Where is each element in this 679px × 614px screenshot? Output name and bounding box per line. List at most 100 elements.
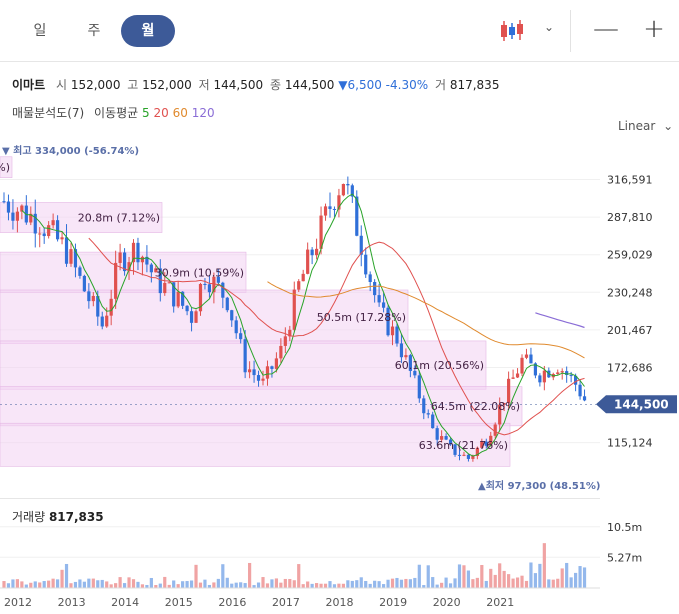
volume-bar <box>359 577 363 588</box>
candle-body <box>355 196 359 236</box>
volume-bar <box>346 580 350 588</box>
volume-bar <box>569 577 573 588</box>
candle-body <box>542 370 546 383</box>
candle-body <box>216 276 220 283</box>
volume-profile-label: 30.9m (10.59%) <box>155 266 244 279</box>
candle-body <box>2 201 6 203</box>
scale-selector[interactable]: Linear ⌄ <box>618 119 673 133</box>
volume-profile-label: 20.8m (7.12%) <box>78 212 160 225</box>
volume-bar <box>176 584 180 588</box>
candle-body <box>413 370 417 376</box>
volume-bar <box>457 564 462 588</box>
candle-body <box>319 215 323 249</box>
low-value: 144,500 <box>213 78 264 92</box>
volume-label-top: 거 <box>434 78 446 92</box>
candle-body <box>471 455 475 459</box>
open-value: 152,000 <box>70 78 121 92</box>
zoom-in-button[interactable]: + <box>643 14 665 44</box>
candle-body <box>163 282 167 294</box>
volume-bar <box>408 579 412 588</box>
candle-body <box>158 268 162 294</box>
candle-body <box>399 343 404 358</box>
volume-bar <box>328 581 332 588</box>
candle-body <box>225 297 229 311</box>
volume-bar <box>212 582 216 588</box>
volume-bar <box>413 577 417 588</box>
candle-body <box>292 289 296 330</box>
volume-bar <box>578 566 582 588</box>
candle-body <box>136 242 140 263</box>
chevron-down-icon: ⌄ <box>663 119 674 133</box>
price-chart[interactable]: 1.80m (0.62%) 20.8m (7.12%) 30.9m (10.59%)… <box>0 140 679 614</box>
volume-bar <box>386 579 390 588</box>
candle-body <box>346 184 350 186</box>
volume-bar <box>145 584 149 588</box>
volume-bar <box>542 543 546 588</box>
volume-profile-label: 50.5m (17.28%) <box>317 311 406 324</box>
candle-body <box>91 295 95 302</box>
volume-bar <box>234 582 238 588</box>
candle-body <box>444 436 448 440</box>
volume-bar <box>158 583 162 588</box>
candle-body <box>140 256 145 263</box>
ma20-label: 20 <box>153 106 169 120</box>
candle-body <box>234 320 238 334</box>
x-tick-label: 2016 <box>218 596 246 609</box>
candle-body <box>181 291 185 306</box>
volume-bar <box>399 579 404 588</box>
volume-bar <box>118 577 122 588</box>
volume-bar <box>390 578 395 588</box>
moving-average-label[interactable]: 이동평균 <box>94 106 139 120</box>
chart-type-selector[interactable]: ⌄ <box>494 14 574 48</box>
volume-bar <box>96 580 100 588</box>
volume-bar <box>520 575 524 588</box>
quote-summary: 이마트 시 152,000 고 152,000 저 144,500 종 144,… <box>12 76 499 93</box>
candle-body <box>582 396 587 401</box>
candle-body <box>301 273 305 282</box>
tab-daily[interactable]: 일 <box>33 23 47 39</box>
volume-bar <box>73 581 78 588</box>
ma20-line <box>88 237 585 436</box>
volume-bar <box>60 569 64 588</box>
x-tick-label: 2019 <box>379 596 407 609</box>
volume-bar <box>105 581 109 588</box>
candle-body <box>314 248 319 256</box>
volume-bar <box>524 580 529 588</box>
candle-body <box>364 254 368 275</box>
volume-bar <box>422 585 426 588</box>
candle-body <box>368 274 372 282</box>
toolbar-divider <box>570 10 571 52</box>
candle-body <box>176 291 180 307</box>
candle-body <box>359 235 363 255</box>
volume-bar <box>91 578 95 588</box>
volume-value-top: 817,835 <box>449 78 500 92</box>
tab-monthly[interactable]: 월 <box>121 15 175 47</box>
tab-weekly[interactable]: 주 <box>87 23 101 39</box>
stock-name: 이마트 <box>12 78 46 92</box>
candle-body <box>33 213 37 234</box>
volume-bar <box>341 583 345 588</box>
volume-bar <box>230 583 234 588</box>
zoom-out-button[interactable]: — <box>593 14 619 44</box>
volume-bar <box>498 563 502 588</box>
candle-body <box>47 225 51 237</box>
volume-bar <box>270 579 274 588</box>
volume-bar <box>163 576 167 588</box>
candle-body <box>6 201 11 213</box>
volume-profile-label[interactable]: 매물분석도(7) <box>12 106 85 120</box>
volume-bar <box>256 582 261 588</box>
candle-body <box>288 329 292 337</box>
candle-body <box>511 377 515 379</box>
volume-bar <box>261 577 265 588</box>
candle-body <box>154 268 158 273</box>
candle-body <box>20 205 24 212</box>
volume-profile-label: 64.5m (22.08%) <box>431 400 520 413</box>
volume-bar <box>355 580 359 588</box>
candle-body <box>466 454 471 459</box>
volume-bar <box>381 584 386 588</box>
candle-body <box>127 262 131 272</box>
volume-bar <box>33 581 37 588</box>
volume-bar <box>252 585 256 588</box>
x-tick-label: 2017 <box>272 596 300 609</box>
ma5-line <box>21 193 585 457</box>
